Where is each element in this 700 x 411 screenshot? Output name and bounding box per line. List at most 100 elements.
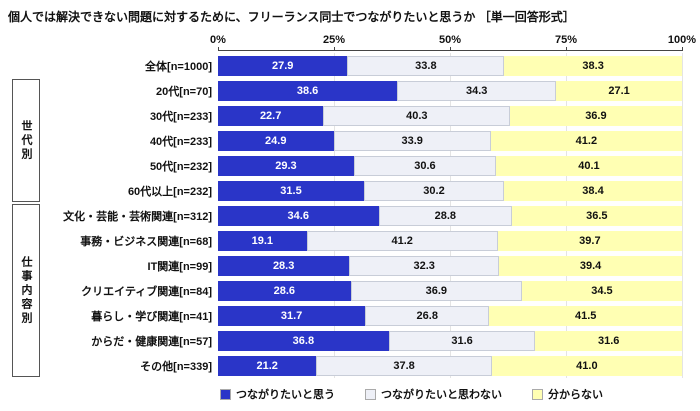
stacked-bar: 31.7 26.8 41.5 (218, 305, 682, 326)
row-label: IT関連[n=99] (147, 260, 212, 273)
row-label: 30代[n=233] (149, 110, 212, 123)
stacked-bar: 29.3 30.6 40.1 (218, 155, 682, 176)
row-label: 20代[n=70] (156, 85, 212, 98)
bar-segment-1: 41.2 (306, 230, 498, 251)
bar-segment-1: 36.9 (350, 280, 522, 301)
bar-segment-0: 29.3 (218, 155, 354, 176)
x-axis-tick (334, 47, 335, 51)
x-axis-tick (450, 47, 451, 51)
x-axis-tick-label: 50% (438, 34, 462, 46)
chart-row: 全体[n=1000] 27.9 33.8 38.3 (8, 53, 684, 78)
chart-title: 個人では解決できない問題に対するために、フリーランス同士でつながりたいと思うか … (8, 10, 575, 24)
chart-row: 30代[n=233] 22.7 40.3 36.9 (8, 103, 684, 128)
chart-row: 20代[n=70] 38.6 34.3 27.1 (8, 78, 684, 103)
bar-segment-2: 36.5 (512, 205, 682, 226)
bar-segment-0: 22.7 (218, 105, 324, 126)
bar-segment-1: 28.8 (378, 205, 513, 226)
bar-segment-1: 33.8 (347, 55, 505, 76)
stacked-bar: 22.7 40.3 36.9 (218, 105, 682, 126)
gridline (682, 53, 683, 378)
stacked-bar: 21.2 37.8 41.0 (218, 355, 682, 376)
bar-segment-1: 34.3 (397, 80, 557, 101)
x-axis-tick-label: 25% (322, 34, 346, 46)
chart-row: IT関連[n=99] 28.3 32.3 39.4 (8, 253, 684, 278)
chart-row: 50代[n=232] 29.3 30.6 40.1 (8, 153, 684, 178)
group-label: 仕事内容別 (12, 204, 40, 377)
legend-item-agree: つながりたいと思う (220, 386, 335, 402)
x-axis-tick (682, 47, 683, 51)
x-axis-tick (218, 47, 219, 51)
stacked-bar: 36.8 31.6 31.6 (218, 330, 682, 351)
row-label: 暮らし・学び関連[n=41] (91, 310, 212, 323)
stacked-bar: 28.6 36.9 34.5 (218, 280, 682, 301)
bar-segment-0: 31.5 (218, 180, 365, 201)
legend-label: 分からない (548, 389, 603, 401)
row-label: 事務・ビジネス関連[n=68] (80, 235, 212, 248)
legend-item-disagree: つながりたいと思わない (365, 386, 502, 402)
x-axis-tick-label: 100% (667, 34, 697, 46)
bar-segment-0: 28.3 (218, 255, 350, 276)
chart-row: 暮らし・学び関連[n=41] 31.7 26.8 41.5 (8, 303, 684, 328)
stacked-bar: 28.3 32.3 39.4 (218, 255, 682, 276)
legend-item-unknown: 分からない (532, 386, 603, 402)
bar-segment-0: 38.6 (218, 80, 398, 101)
row-label: その他[n=339] (140, 360, 212, 373)
legend: つながりたいと思う つながりたいと思わない 分からない (220, 386, 700, 402)
bar-segment-2: 39.4 (499, 255, 682, 276)
bar-segment-1: 30.2 (364, 180, 504, 201)
stacked-bar: 27.9 33.8 38.3 (218, 55, 682, 76)
bar-segment-1: 26.8 (365, 305, 490, 326)
chart-row: その他[n=339] 21.2 37.8 41.0 (8, 353, 684, 378)
bar-segment-2: 39.7 (497, 230, 682, 251)
bar-segment-2: 38.3 (504, 55, 682, 76)
x-axis-tick-label: 0% (210, 34, 226, 46)
chart-row: 文化・芸能・芸術関連[n=312] 34.6 28.8 36.5 (8, 203, 684, 228)
x-axis-tick (566, 47, 567, 51)
bar-segment-2: 36.9 (510, 105, 682, 126)
stacked-bar: 38.6 34.3 27.1 (218, 80, 682, 101)
bar-segment-2: 40.1 (495, 155, 682, 176)
bar-segment-1: 33.9 (333, 130, 491, 151)
legend-swatch-unknown (532, 388, 543, 400)
bar-segment-0: 24.9 (218, 130, 334, 151)
row-label: からだ・健康関連[n=57] (91, 335, 212, 348)
row-label: 40代[n=233] (149, 135, 212, 148)
stacked-bar: 31.5 30.2 38.4 (218, 180, 682, 201)
chart-row: からだ・健康関連[n=57] 36.8 31.6 31.6 (8, 328, 684, 353)
bar-segment-2: 41.2 (490, 130, 682, 151)
chart-row: 40代[n=233] 24.9 33.9 41.2 (8, 128, 684, 153)
bar-segment-1: 30.6 (353, 155, 496, 176)
chart-row: 60代以上[n=232] 31.5 30.2 38.4 (8, 178, 684, 203)
legend-swatch-disagree (365, 388, 376, 400)
chart-rows: 全体[n=1000] 27.9 33.8 38.3 20代[n=70] 38.6 34.3 2… (8, 53, 684, 378)
bar-segment-0: 36.8 (218, 330, 389, 351)
stacked-bar: 19.1 41.2 39.7 (218, 230, 682, 251)
bar-segment-0: 34.6 (218, 205, 379, 226)
bar-segment-1: 37.8 (316, 355, 492, 376)
x-axis: 0% 25% 50% 75% 100% (8, 29, 696, 51)
chart-row: 事務・ビジネス関連[n=68] 19.1 41.2 39.7 (8, 228, 684, 253)
bar-segment-2: 38.4 (504, 180, 682, 201)
bar-segment-1: 40.3 (323, 105, 511, 126)
bar-segment-0: 31.7 (218, 305, 366, 326)
bar-segment-2: 31.6 (535, 330, 682, 351)
bar-segment-0: 28.6 (218, 280, 351, 301)
bar-segment-1: 31.6 (388, 330, 536, 351)
group-label: 世代別 (12, 79, 40, 202)
bar-segment-0: 19.1 (218, 230, 307, 251)
row-label: 文化・芸能・芸術関連[n=312] (63, 210, 212, 223)
legend-swatch-agree (220, 388, 231, 400)
bar-segment-1: 32.3 (349, 255, 500, 276)
bar-segment-2: 41.0 (491, 355, 682, 376)
row-label: 全体[n=1000] (145, 60, 212, 73)
legend-label: つながりたいと思わない (381, 389, 502, 401)
bar-segment-2: 27.1 (556, 80, 682, 101)
bar-segment-0: 21.2 (218, 355, 317, 376)
stacked-bar: 24.9 33.9 41.2 (218, 130, 682, 151)
stacked-bar: 34.6 28.8 36.5 (218, 205, 682, 226)
legend-label: つながりたいと思う (236, 389, 335, 401)
chart-row: クリエイティブ関連[n=84] 28.6 36.9 34.5 (8, 278, 684, 303)
x-axis-tick-label: 75% (554, 34, 578, 46)
bar-segment-2: 34.5 (521, 280, 682, 301)
